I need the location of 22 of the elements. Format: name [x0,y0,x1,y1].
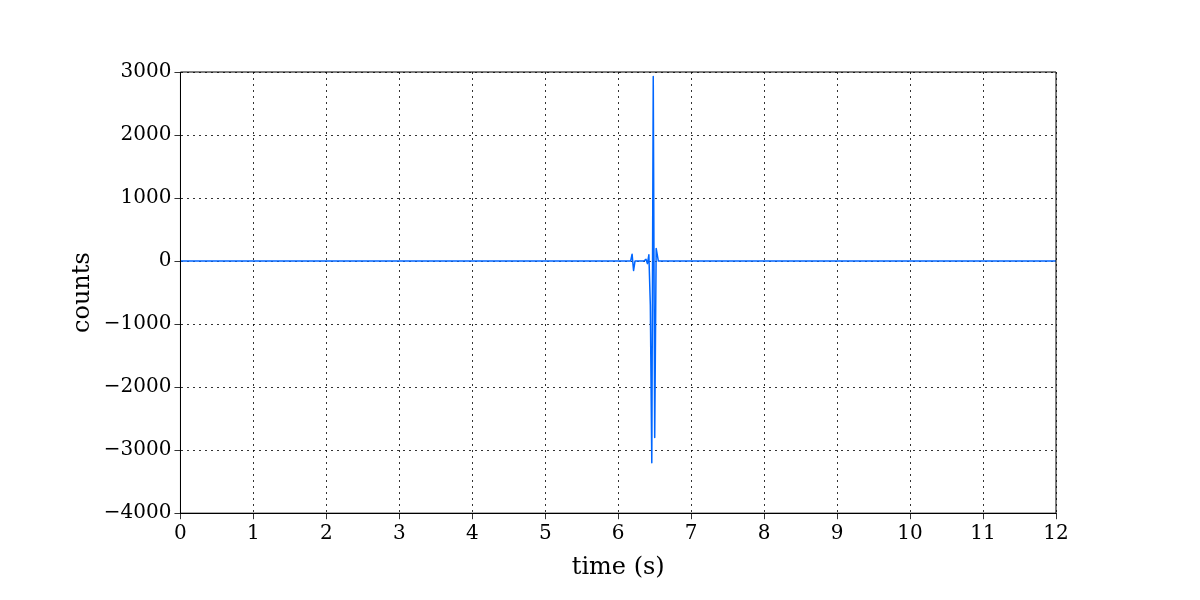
x-tick-label: 9 [830,520,844,545]
y-tick-label: 0 [158,247,172,272]
x-tick-label: 1 [247,520,260,545]
y-tick-label: 1000 [120,184,172,209]
x-tick-label: 5 [538,520,552,545]
x-axis-title: time (s) [571,551,665,580]
x-tick-label: 10 [897,520,923,545]
y-tick-label: −2000 [103,373,172,398]
x-tick-label: 4 [465,520,479,545]
y-axis-title: counts [66,252,95,333]
x-tick-label: 8 [757,520,771,545]
y-tick-label: −3000 [103,436,172,461]
y-tick-label: 3000 [120,58,172,83]
y-tick-label: 2000 [120,121,172,146]
x-tick-label: 3 [392,520,406,545]
x-tick-label: 2 [320,520,333,545]
x-tick-label: 7 [684,520,698,545]
y-tick-label: −1000 [103,310,172,335]
x-tick-label: 12 [1043,520,1069,545]
x-tick-label: 6 [611,520,625,545]
x-tick-label: 11 [970,520,996,545]
y-tick-label: −4000 [103,499,172,524]
